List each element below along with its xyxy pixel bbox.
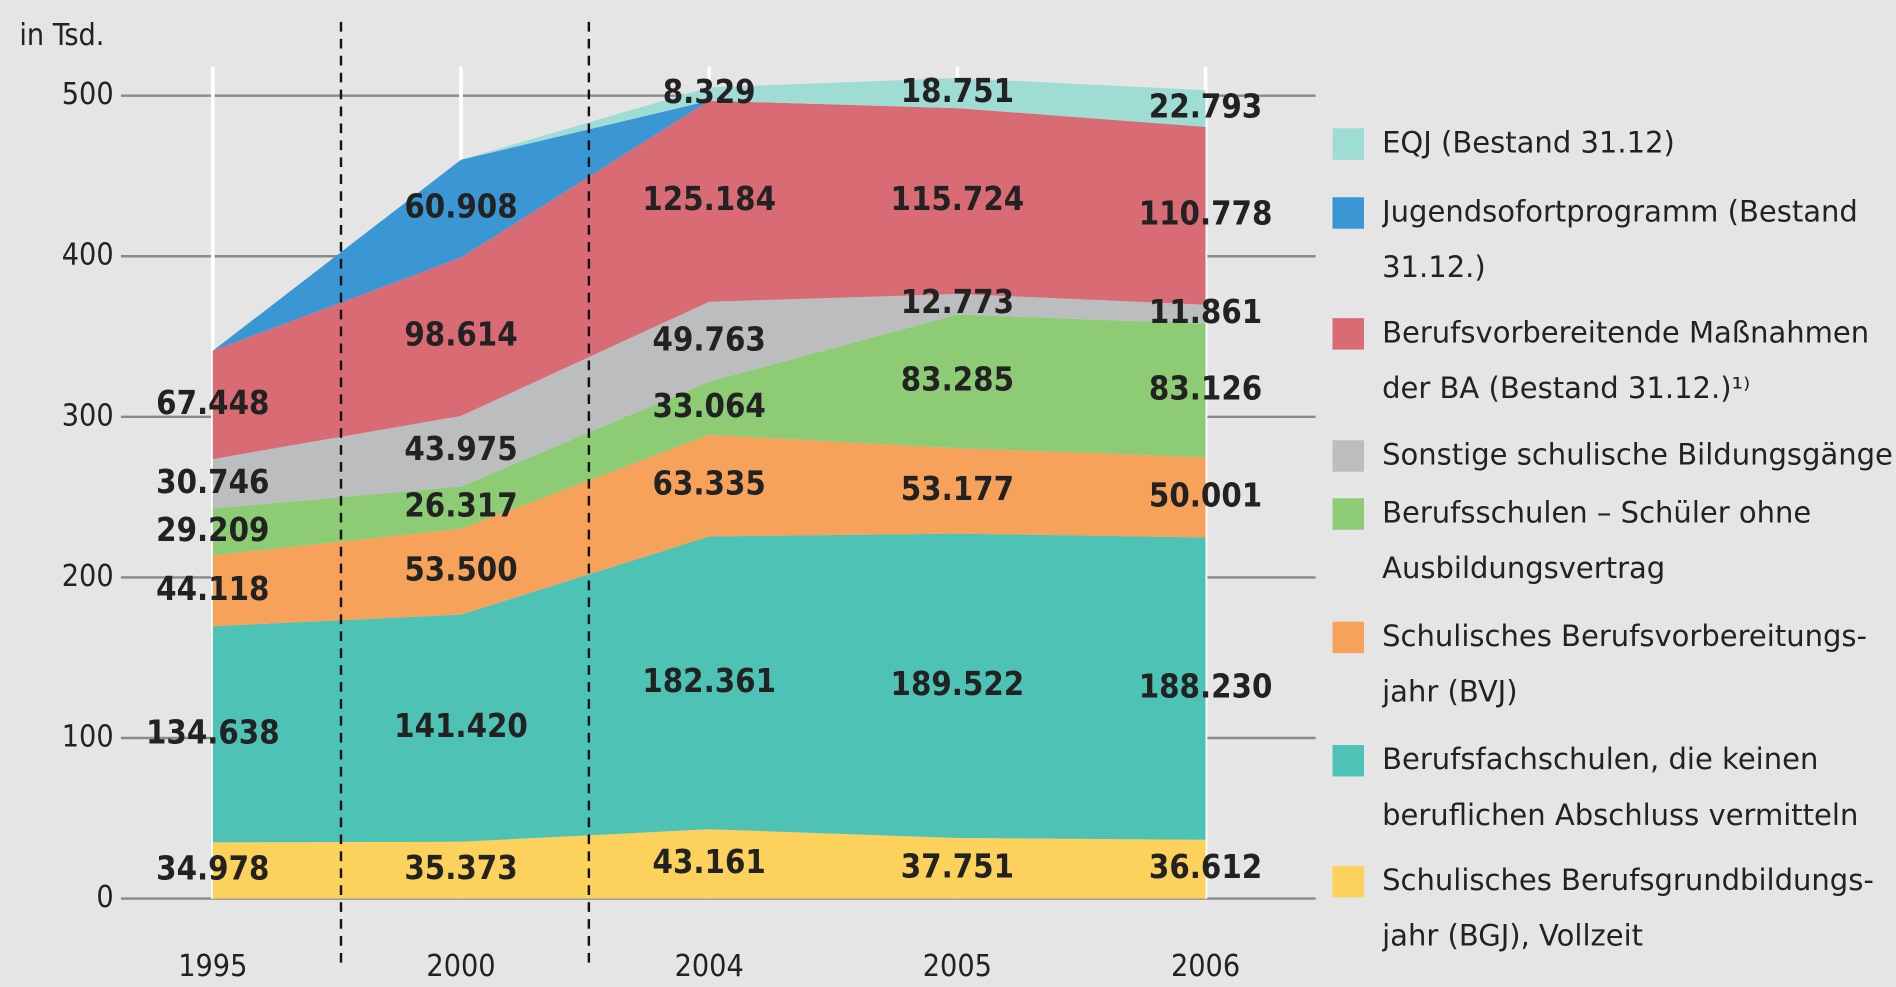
legend-swatch	[1332, 128, 1364, 160]
data-label: 67.448	[156, 384, 269, 422]
y-tick-label: 400	[62, 238, 114, 273]
data-label: 11.861	[1149, 293, 1262, 331]
data-label: 141.420	[394, 707, 528, 745]
legend-swatch	[1332, 440, 1364, 472]
legend-label: Schulisches Berufsgrundbildungs-jahr (BG…	[1382, 863, 1874, 953]
legend-label: EQJ (Bestand 31.12)	[1382, 125, 1675, 160]
x-tick-label: 2000	[426, 949, 495, 984]
x-tick-label: 2005	[923, 949, 992, 984]
data-label: 110.778	[1139, 195, 1273, 233]
y-tick-label: 0	[96, 880, 113, 915]
data-label: 26.317	[404, 487, 517, 525]
legend-item: Schulisches Berufsvorbereitungs-jahr (BV…	[1382, 619, 1867, 709]
legend-label: Jugendsofortprogramm (Bestand 31.12.)	[1382, 194, 1858, 285]
y-tick-label: 500	[62, 77, 114, 112]
data-label: 18.751	[901, 72, 1014, 110]
data-label: 189.522	[891, 665, 1025, 703]
legend-label: Berufsschulen – Schüler ohne Ausbildungs…	[1382, 495, 1812, 586]
data-label: 29.209	[156, 511, 269, 549]
data-label: 49.763	[653, 321, 766, 359]
data-label: 182.361	[642, 662, 776, 700]
legend-item: EQJ (Bestand 31.12)	[1382, 125, 1675, 160]
area	[212, 100, 710, 351]
y-tick-label: 100	[62, 719, 114, 754]
data-label: 83.285	[901, 360, 1014, 398]
legend-item: Berufsvorbereitende Maßnahmen der BA (Be…	[1382, 315, 1870, 406]
data-label: 53.177	[901, 470, 1014, 508]
data-label: 33.064	[653, 387, 766, 425]
legend-item: Berufsfachschulen, die keinen berufliche…	[1382, 742, 1859, 833]
legend-swatch	[1332, 197, 1364, 229]
data-label: 125.184	[642, 180, 776, 218]
x-tick-label: 2006	[1171, 949, 1240, 984]
data-label: 60.908	[404, 188, 517, 226]
legend-item: Berufsschulen – Schüler ohne Ausbildungs…	[1382, 495, 1812, 586]
area	[212, 314, 1206, 556]
data-label: 12.773	[901, 283, 1014, 321]
data-label: 43.975	[404, 430, 517, 468]
data-label: 36.612	[1149, 848, 1262, 886]
data-label: 83.126	[1149, 369, 1262, 407]
data-label: 34.978	[156, 849, 269, 887]
area	[212, 829, 1206, 899]
legend-item: Jugendsofortprogramm (Bestand 31.12.)	[1382, 194, 1858, 285]
y-axis-label: in Tsd.	[19, 18, 104, 53]
x-tick-label: 1995	[178, 949, 247, 984]
legend-swatch	[1332, 318, 1364, 350]
x-tick-label: 2004	[675, 949, 744, 984]
y-tick-label: 200	[62, 559, 114, 594]
data-label: 98.614	[404, 316, 517, 354]
data-label: 134.638	[146, 713, 280, 751]
area	[212, 293, 1206, 509]
legend-swatch	[1332, 745, 1364, 777]
data-label: 43.161	[653, 843, 766, 881]
area	[212, 533, 1206, 843]
area	[212, 100, 1206, 460]
data-label: 8.329	[663, 73, 756, 111]
data-label: 30.746	[156, 463, 269, 501]
legend-item: Sonstige schulische Bildungsgänge	[1382, 437, 1893, 472]
legend-swatch	[1332, 865, 1364, 898]
data-label: 53.500	[404, 551, 517, 589]
area	[212, 434, 1206, 627]
data-label: 37.751	[901, 847, 1014, 885]
data-label: 63.335	[653, 465, 766, 503]
data-label: 115.724	[891, 180, 1025, 218]
legend-label: Schulisches Berufsvorbereitungs-jahr (BV…	[1382, 619, 1867, 709]
legend-label: Berufsvorbereitende Maßnahmen der BA (Be…	[1382, 315, 1870, 406]
legend-item: Schulisches Berufsgrundbildungs-jahr (BG…	[1382, 863, 1874, 953]
legend-label: Berufsfachschulen, die keinen berufliche…	[1382, 742, 1859, 833]
legend-swatch	[1332, 498, 1364, 530]
data-label: 35.373	[404, 849, 517, 887]
y-tick-label: 300	[62, 398, 114, 433]
legend-label: Sonstige schulische Bildungsgänge	[1382, 437, 1893, 472]
data-label: 188.230	[1139, 668, 1273, 706]
area	[461, 78, 1206, 160]
legend-swatch	[1332, 621, 1364, 654]
data-label: 50.001	[1149, 476, 1262, 514]
data-label: 22.793	[1149, 88, 1262, 126]
data-label: 44.118	[156, 570, 269, 608]
